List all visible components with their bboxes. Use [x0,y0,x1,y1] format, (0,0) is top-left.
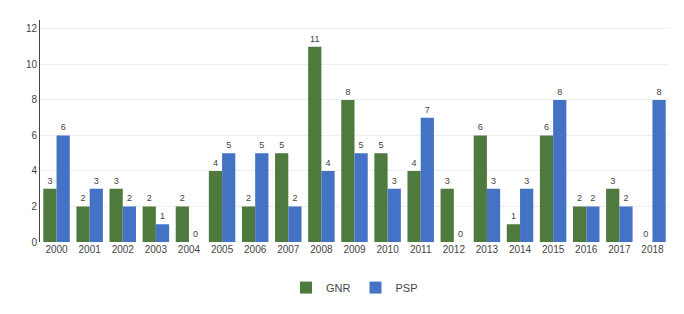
svg-text:2001: 2001 [79,244,102,255]
svg-text:2: 2 [81,193,86,203]
svg-text:5: 5 [279,140,284,150]
svg-text:2006: 2006 [244,244,267,255]
svg-text:4: 4 [213,158,218,168]
svg-text:2007: 2007 [277,244,300,255]
svg-text:2005: 2005 [211,244,234,255]
svg-text:10: 10 [26,59,38,70]
svg-text:2: 2 [127,193,132,203]
svg-text:6: 6 [61,122,66,132]
svg-text:2: 2 [180,193,185,203]
svg-text:3: 3 [524,176,529,186]
svg-text:3: 3 [491,176,496,186]
svg-text:2: 2 [147,193,152,203]
svg-text:6: 6 [478,122,483,132]
svg-text:0: 0 [458,229,463,239]
svg-text:0: 0 [643,229,648,239]
svg-text:2016: 2016 [575,244,598,255]
svg-text:3: 3 [445,176,450,186]
svg-text:2: 2 [590,193,595,203]
svg-text:2: 2 [292,193,297,203]
svg-text:2004: 2004 [178,244,201,255]
svg-text:4: 4 [326,158,331,168]
svg-text:0: 0 [31,237,37,248]
svg-text:2002: 2002 [112,244,135,255]
svg-text:1: 1 [511,211,516,221]
svg-text:3: 3 [47,176,52,186]
svg-text:0: 0 [193,229,198,239]
svg-text:2009: 2009 [343,244,366,255]
svg-text:3: 3 [114,176,119,186]
svg-text:4: 4 [31,165,37,176]
svg-text:4: 4 [412,158,417,168]
svg-text:5: 5 [226,140,231,150]
svg-text:2: 2 [31,201,37,212]
svg-text:2017: 2017 [608,244,631,255]
svg-text:5: 5 [378,140,383,150]
svg-text:2018: 2018 [641,244,664,255]
svg-text:12: 12 [26,23,38,34]
svg-text:6: 6 [31,130,37,141]
svg-text:7: 7 [425,105,430,115]
svg-text:2: 2 [577,193,582,203]
svg-text:2008: 2008 [310,244,333,255]
svg-text:2013: 2013 [476,244,499,255]
svg-text:5: 5 [359,140,364,150]
svg-text:2014: 2014 [509,244,532,255]
svg-text:2010: 2010 [376,244,399,255]
svg-text:8: 8 [31,94,37,105]
svg-text:2012: 2012 [443,244,466,255]
svg-text:2: 2 [246,193,251,203]
svg-text:2: 2 [623,193,628,203]
svg-text:2000: 2000 [45,244,68,255]
svg-text:1: 1 [160,211,165,221]
svg-text:8: 8 [345,87,350,97]
svg-text:2015: 2015 [542,244,565,255]
svg-text:3: 3 [392,176,397,186]
svg-text:8: 8 [657,87,662,97]
svg-text:2011: 2011 [410,244,432,255]
svg-text:5: 5 [259,140,264,150]
svg-text:3: 3 [610,176,615,186]
svg-text:8: 8 [557,87,562,97]
svg-text:6: 6 [544,122,549,132]
svg-text:11: 11 [310,34,319,44]
svg-text:3: 3 [94,176,99,186]
svg-text:2003: 2003 [145,244,168,255]
svg-text:GNR: GNR [326,282,351,294]
svg-text:PSP: PSP [396,282,418,294]
